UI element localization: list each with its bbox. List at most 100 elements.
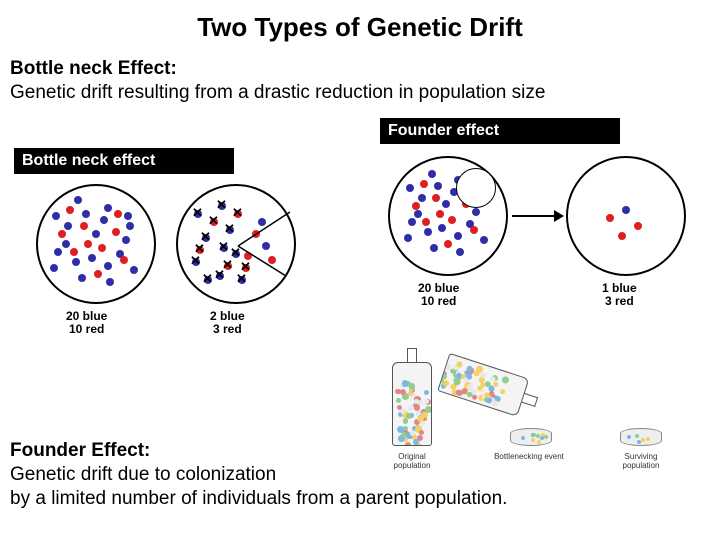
- marble-dot: [403, 418, 408, 423]
- population-dot: [74, 196, 82, 204]
- marble-dot: [540, 436, 544, 440]
- caption-bn2-l2: 3 red: [213, 322, 242, 336]
- marble-dot: [635, 434, 639, 438]
- founder-desc-l2: by a limited number of individuals from …: [10, 488, 507, 510]
- marble-dot: [424, 399, 429, 404]
- founder-arrow-icon: [510, 206, 564, 226]
- marble-dot: [410, 430, 415, 435]
- population-dot: [70, 248, 78, 256]
- caption-bn1: 20 blue 10 red: [66, 310, 107, 336]
- caption-fd1: 20 blue 10 red: [418, 282, 459, 308]
- population-dot: [622, 206, 630, 214]
- population-dot: [448, 216, 456, 224]
- population-dot: [424, 228, 432, 236]
- population-dot: [618, 232, 626, 240]
- founder-desc-l1: Genetic drift due to colonization: [10, 464, 276, 486]
- population-dot: [58, 230, 66, 238]
- population-dot: [442, 200, 450, 208]
- population-dot: [606, 214, 614, 222]
- population-dot: [80, 222, 88, 230]
- population-dot: [404, 234, 412, 242]
- population-dot: [100, 216, 108, 224]
- population-dot: [456, 248, 464, 256]
- marble-dot: [480, 382, 486, 388]
- population-dot: [634, 222, 642, 230]
- population-dot: [88, 254, 96, 262]
- founder-heading: Founder Effect:: [10, 440, 150, 462]
- founder-selection-circle: [456, 168, 496, 208]
- bottleneck-circle-original: [36, 184, 156, 304]
- marble-dot: [491, 400, 498, 407]
- bottle-label-orig: Original population: [380, 452, 444, 470]
- founder-bar: Founder effect: [380, 118, 620, 144]
- caption-fd1-l2: 10 red: [421, 294, 456, 308]
- population-dot: [480, 236, 488, 244]
- population-dot: [106, 278, 114, 286]
- caption-bn1-l2: 10 red: [69, 322, 104, 336]
- population-dot: [436, 210, 444, 218]
- population-dot: [422, 218, 430, 226]
- marble-dot: [501, 376, 510, 385]
- population-dot: [98, 244, 106, 252]
- population-dot: [408, 218, 416, 226]
- marble-dot: [396, 398, 402, 404]
- population-dot: [126, 222, 134, 230]
- caption-bn2: 2 blue 3 red: [210, 310, 245, 336]
- population-dot: [92, 230, 100, 238]
- population-dot: [104, 204, 112, 212]
- population-dot: [66, 206, 74, 214]
- page-title: Two Types of Genetic Drift: [0, 0, 720, 43]
- population-dot: [72, 258, 80, 266]
- population-dot: [130, 266, 138, 274]
- bottleneck-bar: Bottle neck effect: [14, 148, 234, 174]
- caption-fd2: 1 blue 3 red: [602, 282, 637, 308]
- population-dot: [78, 274, 86, 282]
- population-dot: [94, 270, 102, 278]
- marble-dot: [419, 430, 424, 435]
- dish-event: [510, 428, 552, 446]
- population-dot: [438, 224, 446, 232]
- population-dot: [432, 194, 440, 202]
- population-dot: [406, 184, 414, 192]
- bottle-label-event: Bottlenecking event: [494, 452, 564, 461]
- marble-dot: [537, 440, 541, 444]
- population-dot: [104, 262, 112, 270]
- population-dot: [444, 240, 452, 248]
- marble-dot: [401, 432, 406, 437]
- marble-dot: [424, 390, 429, 395]
- marble-dot: [402, 380, 408, 386]
- population-dot: [418, 194, 426, 202]
- marble-dot: [409, 383, 415, 389]
- population-dot: [82, 210, 90, 218]
- population-dot: [114, 210, 122, 218]
- population-dot: [472, 208, 480, 216]
- founder-circle-colony: [566, 156, 686, 276]
- population-dot: [50, 264, 58, 272]
- population-dot: [434, 182, 442, 190]
- bottle-event: [437, 353, 543, 421]
- population-dot: [122, 236, 130, 244]
- caption-bn1-l1: 20 blue: [66, 309, 107, 323]
- population-dot: [124, 212, 132, 220]
- caption-fd2-l2: 3 red: [605, 294, 634, 308]
- marble-dot: [646, 437, 650, 441]
- population-dot: [54, 248, 62, 256]
- dish-surviving: [620, 428, 662, 446]
- population-dot: [52, 212, 60, 220]
- bottle-label-surv: Surviving population: [606, 452, 676, 470]
- caption-fd1-l1: 20 blue: [418, 281, 459, 295]
- population-dot: [84, 240, 92, 248]
- bottleneck-circle-after: ✕✕✕✕✕✕✕✕✕✕✕✕✕✕✕: [176, 184, 296, 304]
- population-dot: [112, 228, 120, 236]
- marble-dot: [408, 405, 414, 411]
- marble-dot: [420, 421, 426, 427]
- population-dot: [120, 256, 128, 264]
- marble-dot: [531, 438, 535, 442]
- marble-dot: [405, 442, 412, 446]
- population-dot: [430, 244, 438, 252]
- caption-bn2-l1: 2 blue: [210, 309, 245, 323]
- population-dot: [428, 170, 436, 178]
- population-dot: [412, 202, 420, 210]
- bottle-original: [392, 348, 432, 446]
- marble-dot: [521, 436, 525, 440]
